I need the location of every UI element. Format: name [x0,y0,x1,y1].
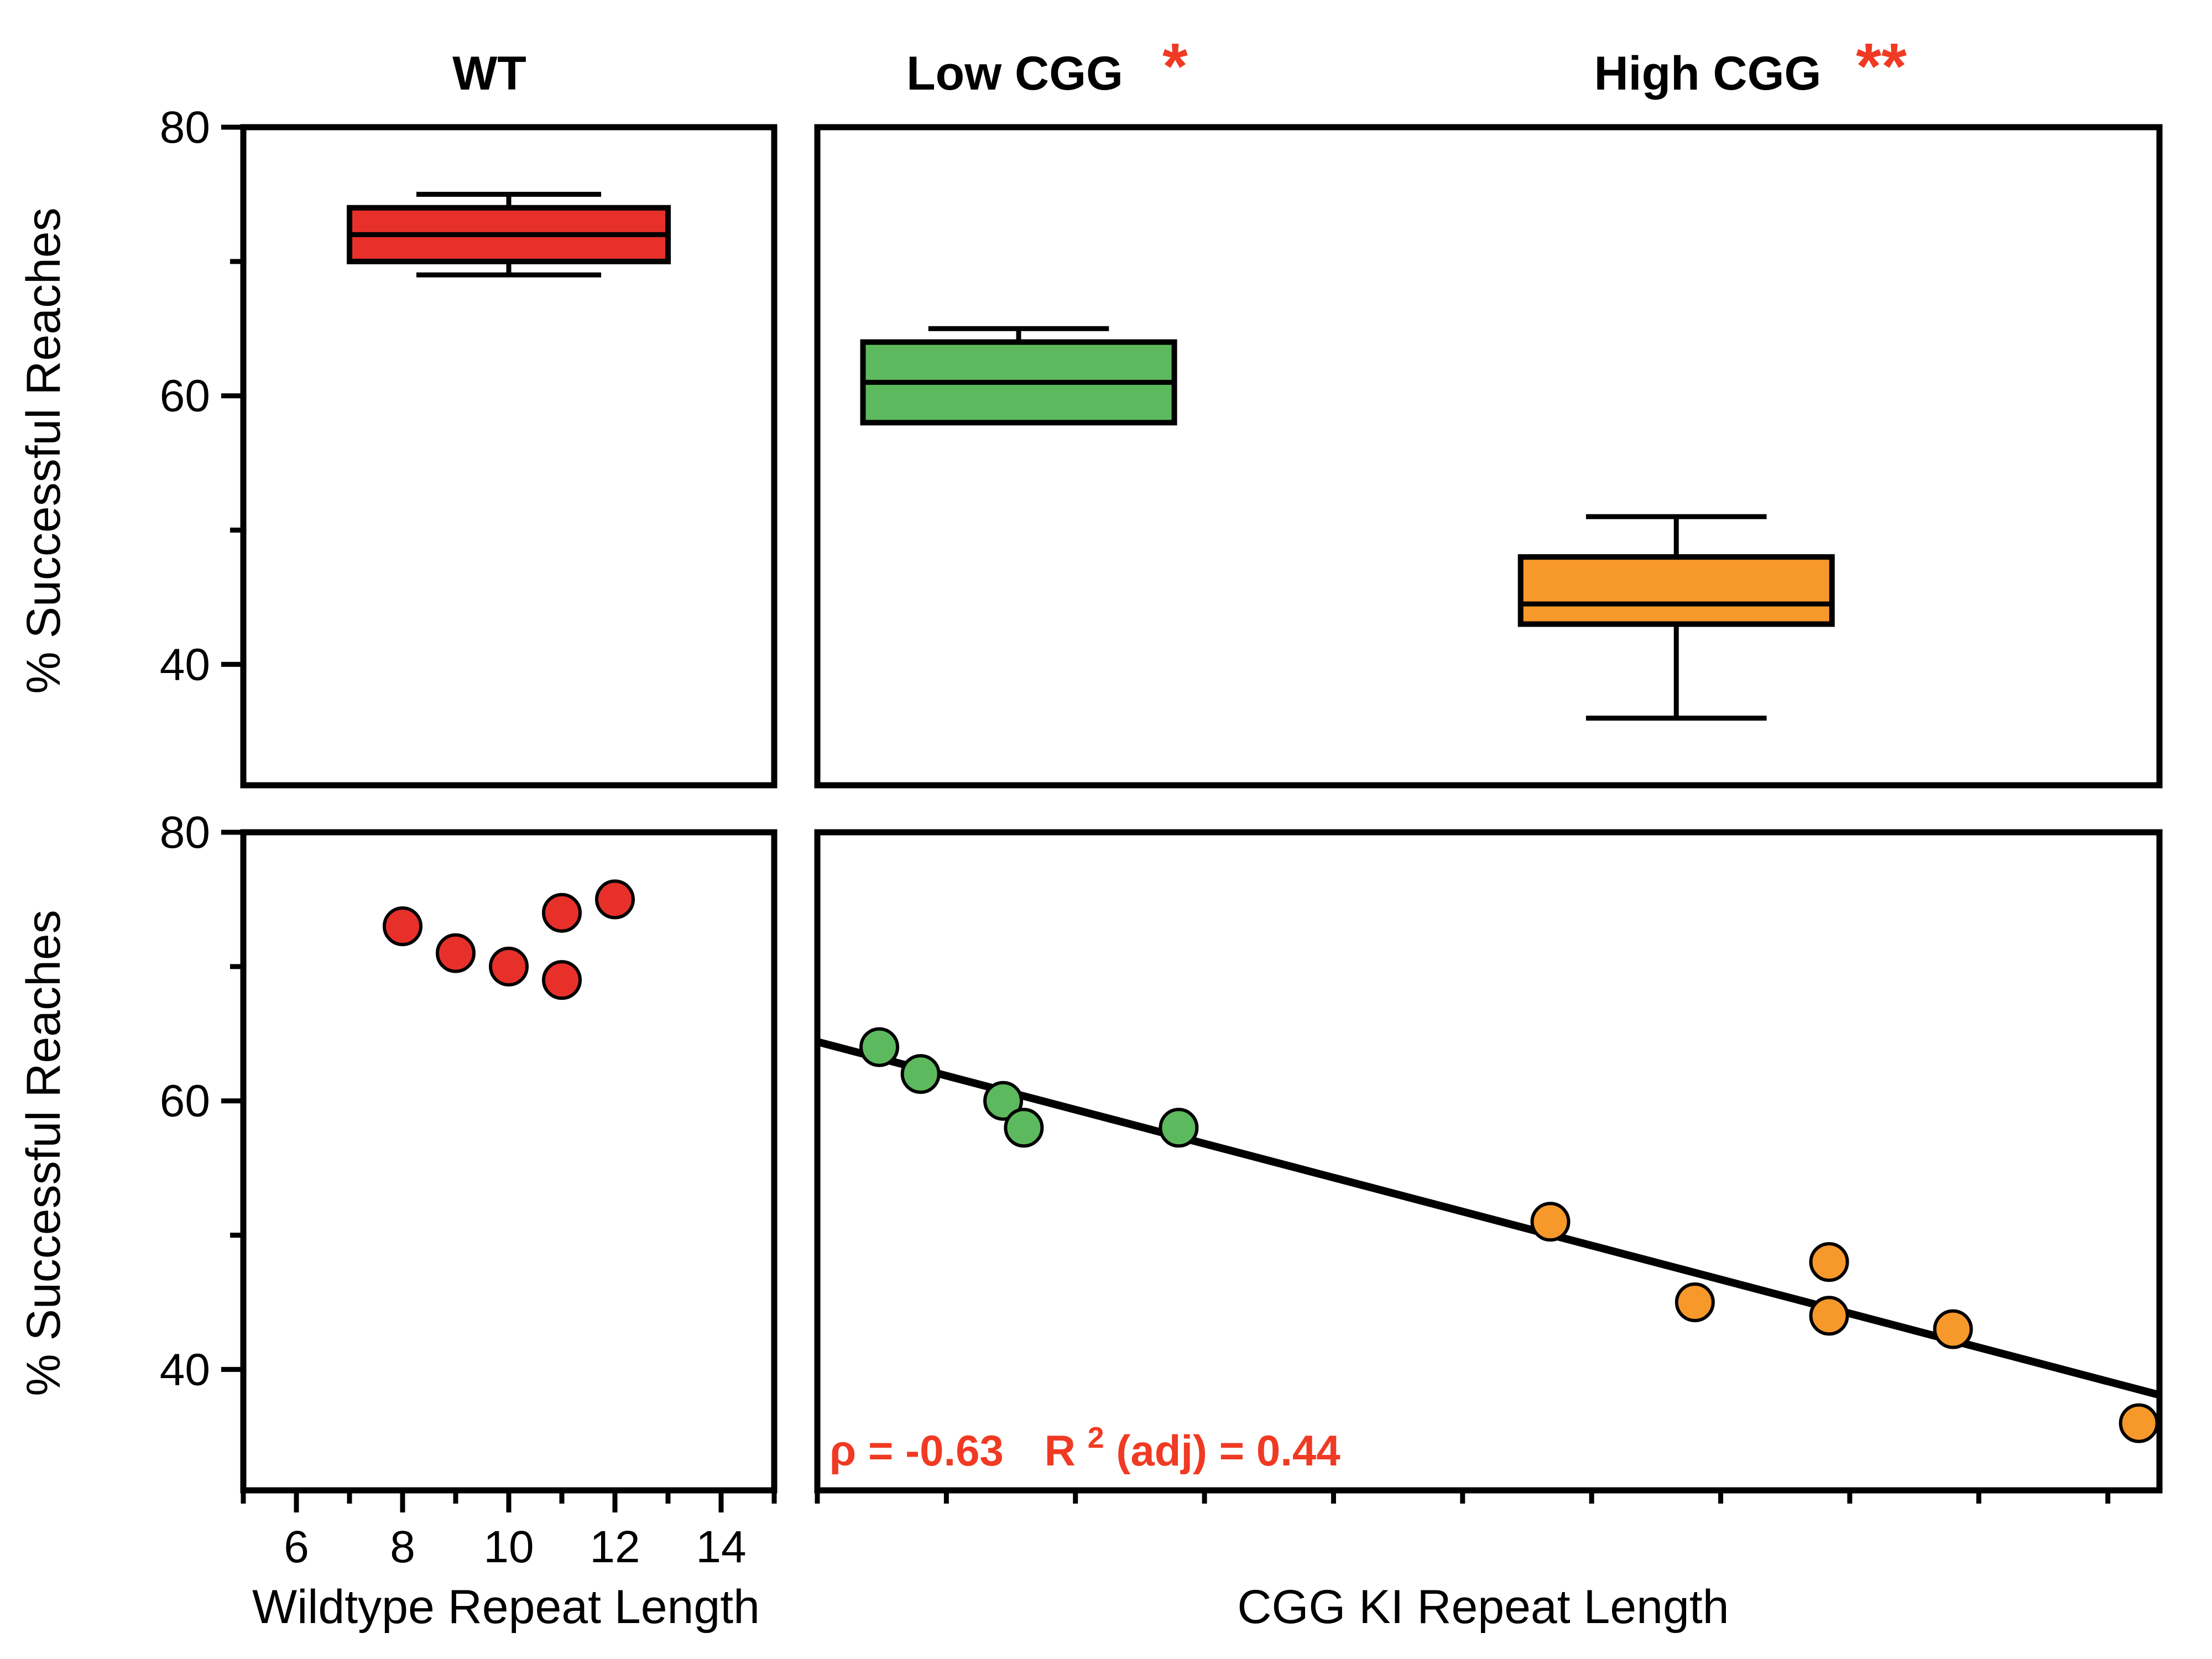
box-wt [347,191,671,278]
x-tick-label: 12 [589,1522,640,1572]
x-tick-label: 10 [483,1522,534,1572]
data-point [983,1081,1024,1121]
plot-frame [814,829,2163,1494]
data-point [595,879,635,920]
panel-wt-box: 40 60 80 [160,102,778,789]
data-point [542,960,582,1000]
data-point [1004,1108,1044,1148]
panel-cgg-scatter [814,829,2163,1504]
group-title-high-cgg: High CGG [1594,47,1822,100]
r2-prefix: R [1045,1426,1076,1475]
y-tick-label: 80 [160,807,210,858]
rho-value: ρ = -0.63 [830,1426,1004,1475]
data-point [1809,1242,1849,1282]
data-point [436,933,476,973]
data-point [1809,1296,1849,1336]
y-tick-label: 40 [160,1344,210,1395]
x-axis-title-wildtype: Wildtype Repeat Length [252,1580,760,1634]
correlation-annotation: ρ = -0.63 R 2 (adj) = 0.44 [830,1408,1340,1475]
box-low-cgg [860,326,1177,426]
y-tick-label: 60 [160,1076,210,1126]
x-tick-label: 6 [284,1522,309,1572]
y-tick-label: 80 [160,102,210,153]
data-point [900,1054,941,1094]
box-iqr [1517,554,1835,627]
panel-cgg-box [814,124,2163,789]
panel-wt-scatter: 40 60 80 6 8 10 12 14 [160,807,778,1572]
y-tick-label: 60 [160,371,210,421]
data-point [383,906,422,946]
plot-frame [240,124,778,789]
x-tick-label: 8 [390,1522,415,1572]
data-point [1159,1108,1199,1148]
data-point [859,1027,900,1067]
x-tick-label: 14 [696,1522,746,1572]
r2-superscript: 2 [1088,1421,1104,1454]
data-point [1933,1309,1973,1349]
x-axis-title-cgg: CGG KI Repeat Length [1237,1580,1729,1634]
group-title-wt: WT [452,47,526,100]
group-title-low-cgg: Low CGG [906,47,1123,100]
data-point [1530,1202,1571,1242]
data-point [1674,1282,1715,1322]
y-axis-title-bottom: % Successful Reaches [17,910,70,1396]
significance-high-cgg: ** [1856,30,1907,103]
box-high-cgg [1517,514,1835,721]
y-tick-label: 40 [160,639,210,690]
data-point [489,946,529,987]
plot-frame [240,829,778,1494]
data-point [2119,1403,2159,1443]
y-axis-title-top: % Successful Reaches [17,207,70,694]
data-point [542,893,582,933]
r2-suffix: (adj) = 0.44 [1116,1426,1340,1475]
significance-low-cgg: * [1162,30,1188,103]
plot-frame [814,124,2163,789]
